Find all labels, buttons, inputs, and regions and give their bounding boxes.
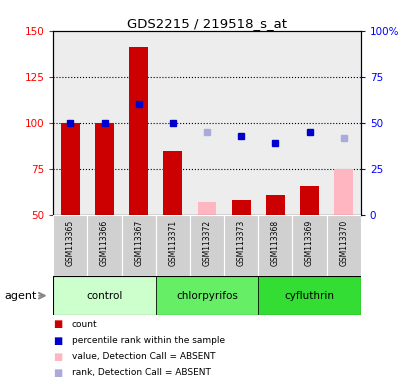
Bar bbox=[87, 215, 121, 276]
Bar bbox=[53, 215, 87, 276]
Bar bbox=[87, 31, 121, 215]
Bar bbox=[292, 31, 326, 215]
Text: count: count bbox=[72, 320, 97, 329]
Bar bbox=[155, 31, 189, 215]
Text: cyfluthrin: cyfluthrin bbox=[284, 291, 334, 301]
Bar bbox=[333, 169, 352, 215]
Text: control: control bbox=[86, 291, 122, 301]
Bar bbox=[189, 31, 224, 215]
Text: GSM113373: GSM113373 bbox=[236, 220, 245, 266]
Bar bbox=[53, 276, 155, 315]
Bar bbox=[258, 31, 292, 215]
Bar bbox=[326, 215, 360, 276]
Text: GSM113365: GSM113365 bbox=[66, 220, 75, 266]
Bar bbox=[292, 215, 326, 276]
Title: GDS2215 / 219518_s_at: GDS2215 / 219518_s_at bbox=[127, 17, 286, 30]
Bar bbox=[224, 31, 258, 215]
Text: GSM113370: GSM113370 bbox=[338, 220, 347, 266]
Text: GSM113366: GSM113366 bbox=[100, 220, 109, 266]
Text: percentile rank within the sample: percentile rank within the sample bbox=[72, 336, 224, 345]
Bar bbox=[224, 215, 258, 276]
Bar bbox=[95, 123, 114, 215]
Text: ■: ■ bbox=[53, 319, 63, 329]
Text: ■: ■ bbox=[53, 352, 63, 362]
Bar bbox=[61, 123, 80, 215]
Text: agent: agent bbox=[4, 291, 36, 301]
Text: GSM113372: GSM113372 bbox=[202, 220, 211, 266]
Bar bbox=[155, 215, 189, 276]
Bar bbox=[163, 151, 182, 215]
Bar bbox=[265, 195, 284, 215]
Text: rank, Detection Call = ABSENT: rank, Detection Call = ABSENT bbox=[72, 368, 210, 377]
Bar bbox=[53, 31, 87, 215]
Text: GSM113367: GSM113367 bbox=[134, 220, 143, 266]
Bar bbox=[231, 200, 250, 215]
Bar bbox=[155, 276, 258, 315]
Bar bbox=[299, 185, 318, 215]
Text: ■: ■ bbox=[53, 368, 63, 378]
Text: GSM113368: GSM113368 bbox=[270, 220, 279, 266]
Bar bbox=[326, 31, 360, 215]
Bar bbox=[258, 276, 360, 315]
Text: ■: ■ bbox=[53, 336, 63, 346]
Bar bbox=[121, 215, 155, 276]
Bar bbox=[121, 31, 155, 215]
Bar bbox=[197, 202, 216, 215]
Bar bbox=[258, 215, 292, 276]
Bar bbox=[189, 215, 224, 276]
Text: chlorpyrifos: chlorpyrifos bbox=[176, 291, 237, 301]
Text: GSM113371: GSM113371 bbox=[168, 220, 177, 266]
Text: value, Detection Call = ABSENT: value, Detection Call = ABSENT bbox=[72, 352, 215, 361]
Text: GSM113369: GSM113369 bbox=[304, 220, 313, 266]
Bar bbox=[129, 47, 148, 215]
